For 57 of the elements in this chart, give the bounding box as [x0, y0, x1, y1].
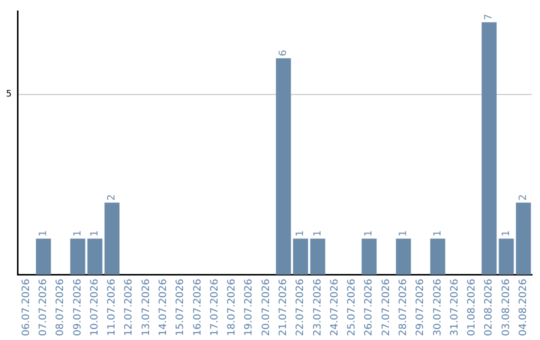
data-label: 1 [72, 230, 84, 237]
data-label: 1 [295, 230, 306, 237]
x-tick-label: 14.07.2026 [158, 278, 170, 336]
bar [276, 58, 291, 275]
x-tick-label: 06.07.2026 [20, 278, 32, 336]
x-tick-label: 29.07.2026 [415, 278, 426, 336]
data-label: 2 [518, 194, 530, 201]
x-tick-label: 26.07.2026 [364, 278, 375, 336]
bar [310, 238, 326, 275]
bar [396, 238, 411, 275]
y-tick-label: 5 [6, 90, 12, 100]
x-tick-label: 24.07.2026 [329, 278, 340, 336]
bar [70, 238, 86, 275]
data-label: 1 [312, 230, 324, 237]
bar [293, 238, 308, 275]
bar [482, 22, 497, 275]
x-tick-label: 12.07.2026 [124, 278, 135, 336]
data-label: 7 [484, 14, 495, 20]
x-tick-label: 03.08.2026 [500, 278, 512, 336]
bar [498, 238, 514, 275]
x-tick-label: 09.07.2026 [72, 278, 84, 336]
bar [516, 202, 531, 275]
x-tick-label: 02.08.2026 [484, 278, 495, 336]
x-tick-label: 25.07.2026 [346, 278, 358, 336]
x-tick-label: 22.07.2026 [295, 278, 306, 336]
x-tick-label: 27.07.2026 [380, 278, 392, 336]
data-label: 1 [38, 230, 50, 237]
x-tick-label: 15.07.2026 [175, 278, 186, 336]
data-label: 1 [398, 230, 410, 237]
x-tick-label: 13.07.2026 [140, 278, 152, 336]
bar [362, 238, 377, 275]
x-tick-label: 18.07.2026 [226, 278, 238, 336]
data-label: 1 [432, 230, 444, 237]
x-tick-label: 07.07.2026 [38, 278, 50, 336]
x-tick-label: 01.08.2026 [466, 278, 478, 336]
x-tick-label: 11.07.2026 [106, 278, 118, 336]
x-tick-label: 19.07.2026 [244, 278, 255, 336]
x-tick-label: 04.08.2026 [518, 278, 530, 336]
data-label: 1 [89, 230, 100, 237]
x-tick-label: 31.07.2026 [449, 278, 460, 336]
x-tick-label: 21.07.2026 [278, 278, 290, 336]
data-label: 1 [364, 230, 375, 237]
bar [36, 238, 51, 275]
x-tick-label: 08.07.2026 [55, 278, 66, 336]
bar [430, 238, 446, 275]
x-tick-label: 23.07.2026 [312, 278, 324, 336]
bar [104, 202, 120, 275]
data-label: 1 [500, 230, 512, 237]
data-label: 6 [278, 50, 290, 56]
bar [87, 238, 102, 275]
x-tick-label: 10.07.2026 [89, 278, 100, 336]
x-tick-label: 30.07.2026 [432, 278, 444, 336]
x-tick-label: 16.07.2026 [192, 278, 204, 336]
x-tick-label: 17.07.2026 [209, 278, 220, 336]
data-label: 2 [106, 194, 118, 201]
x-tick-label: 20.07.2026 [260, 278, 272, 336]
x-tick-label: 28.07.2026 [398, 278, 410, 336]
